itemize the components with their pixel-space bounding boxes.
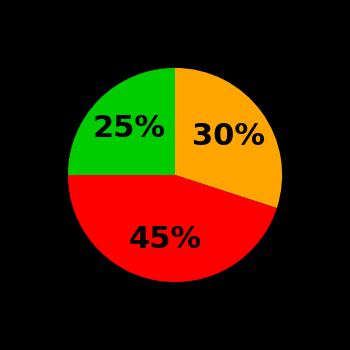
Text: 45%: 45%: [128, 225, 201, 254]
Text: 25%: 25%: [92, 114, 165, 143]
Wedge shape: [68, 68, 175, 175]
Wedge shape: [68, 175, 277, 282]
Text: 30%: 30%: [191, 122, 265, 151]
Wedge shape: [175, 68, 282, 208]
